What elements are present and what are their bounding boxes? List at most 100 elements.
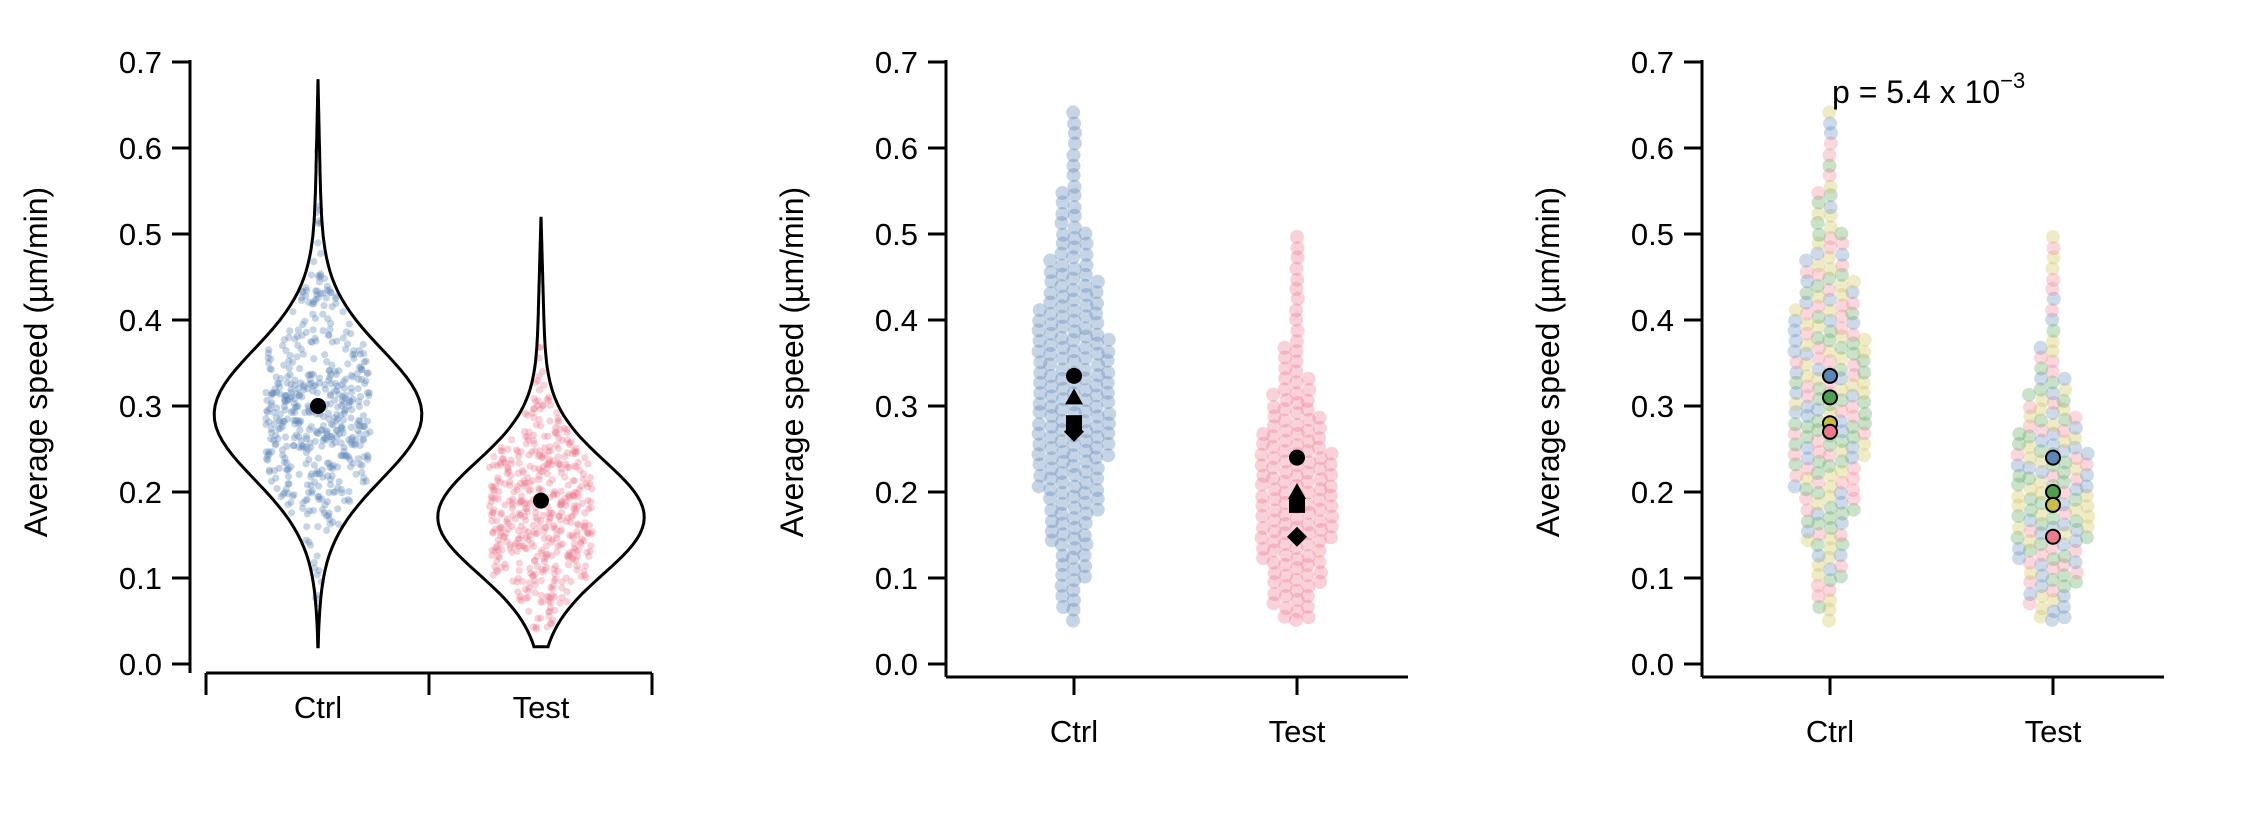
data-point [321, 385, 329, 393]
data-point [340, 384, 348, 392]
data-point [535, 386, 544, 394]
data-point [569, 548, 577, 556]
data-point [567, 577, 575, 586]
data-point [1055, 589, 1070, 604]
data-point [525, 579, 534, 587]
data-point [265, 346, 273, 354]
data-point [305, 507, 314, 515]
data-point [550, 488, 559, 496]
data-point [1835, 454, 1849, 469]
data-point [284, 480, 292, 488]
data-point [489, 528, 497, 536]
data-point [1799, 265, 1814, 280]
data-point [1810, 537, 1825, 552]
data-point [1823, 261, 1838, 276]
data-point [532, 623, 540, 631]
data-point [1066, 158, 1081, 173]
data-point [264, 456, 272, 464]
data-point [308, 489, 316, 497]
data-point [1089, 388, 1104, 403]
data-point [1811, 548, 1826, 563]
data-point [327, 481, 335, 489]
y-tick-label: 0.2 [875, 475, 918, 510]
data-point [1823, 562, 1838, 577]
data-point [555, 461, 563, 469]
data-point [325, 286, 333, 294]
data-point [1823, 437, 1837, 452]
data-point [545, 534, 553, 542]
data-point [503, 469, 511, 477]
data-point [1312, 420, 1327, 435]
data-point [333, 410, 341, 419]
data-point [540, 534, 549, 543]
data-point [1800, 430, 1815, 444]
data-point [324, 331, 333, 339]
data-point [340, 399, 348, 408]
replicate-mean-marker [1822, 423, 1838, 440]
data-point [2035, 601, 2050, 616]
data-point [557, 499, 566, 507]
data-point [508, 548, 516, 556]
data-point [569, 555, 577, 563]
data-point [526, 479, 534, 487]
data-point [2045, 375, 2060, 390]
data-point [301, 408, 309, 416]
data-point [2056, 537, 2071, 552]
data-point [1091, 358, 1105, 373]
data-point [1835, 288, 1850, 303]
data-point [534, 402, 542, 410]
data-point [284, 472, 293, 481]
data-point [333, 415, 341, 423]
data-point [1810, 279, 1825, 294]
data-point [282, 485, 290, 493]
data-point [323, 430, 331, 438]
data-point [530, 431, 538, 439]
data-point [338, 381, 346, 389]
replicate-mean-marker [1822, 367, 1838, 384]
data-point [302, 435, 310, 443]
data-point [2046, 604, 2061, 619]
data-point [530, 405, 538, 413]
data-point [536, 343, 544, 351]
data-point [331, 380, 339, 388]
data-point [280, 336, 288, 344]
data-point [511, 515, 519, 523]
data-point [1067, 179, 1082, 194]
data-point [326, 475, 335, 484]
data-point [307, 271, 315, 279]
data-point [561, 494, 569, 502]
data-point [326, 515, 334, 523]
data-point [562, 460, 570, 468]
data-point [539, 368, 547, 376]
data-point [284, 373, 292, 381]
data-point [1302, 412, 1317, 427]
data-point [320, 275, 328, 283]
data-point [309, 387, 317, 395]
data-point [337, 439, 345, 447]
data-point [520, 499, 529, 507]
data-point [2023, 575, 2038, 590]
data-point [326, 463, 334, 472]
data-point [319, 473, 327, 481]
data-point [1067, 324, 1082, 339]
data-point [1055, 413, 1070, 428]
data-point [282, 347, 290, 355]
data-point [1055, 267, 1070, 282]
data-point [360, 453, 368, 461]
data-point [280, 361, 288, 369]
data-point [509, 501, 517, 509]
data-point [2057, 434, 2072, 449]
data-point [362, 477, 370, 485]
data-point [528, 409, 536, 417]
data-point [2045, 572, 2060, 587]
data-point [335, 520, 343, 528]
data-point [1043, 338, 1058, 353]
data-point [490, 487, 498, 495]
data-point [1279, 423, 1294, 438]
data-point [562, 498, 570, 506]
data-point [526, 462, 534, 470]
data-point [363, 430, 371, 438]
data-point [1044, 533, 1059, 548]
data-point [306, 439, 314, 447]
data-point [289, 492, 297, 500]
